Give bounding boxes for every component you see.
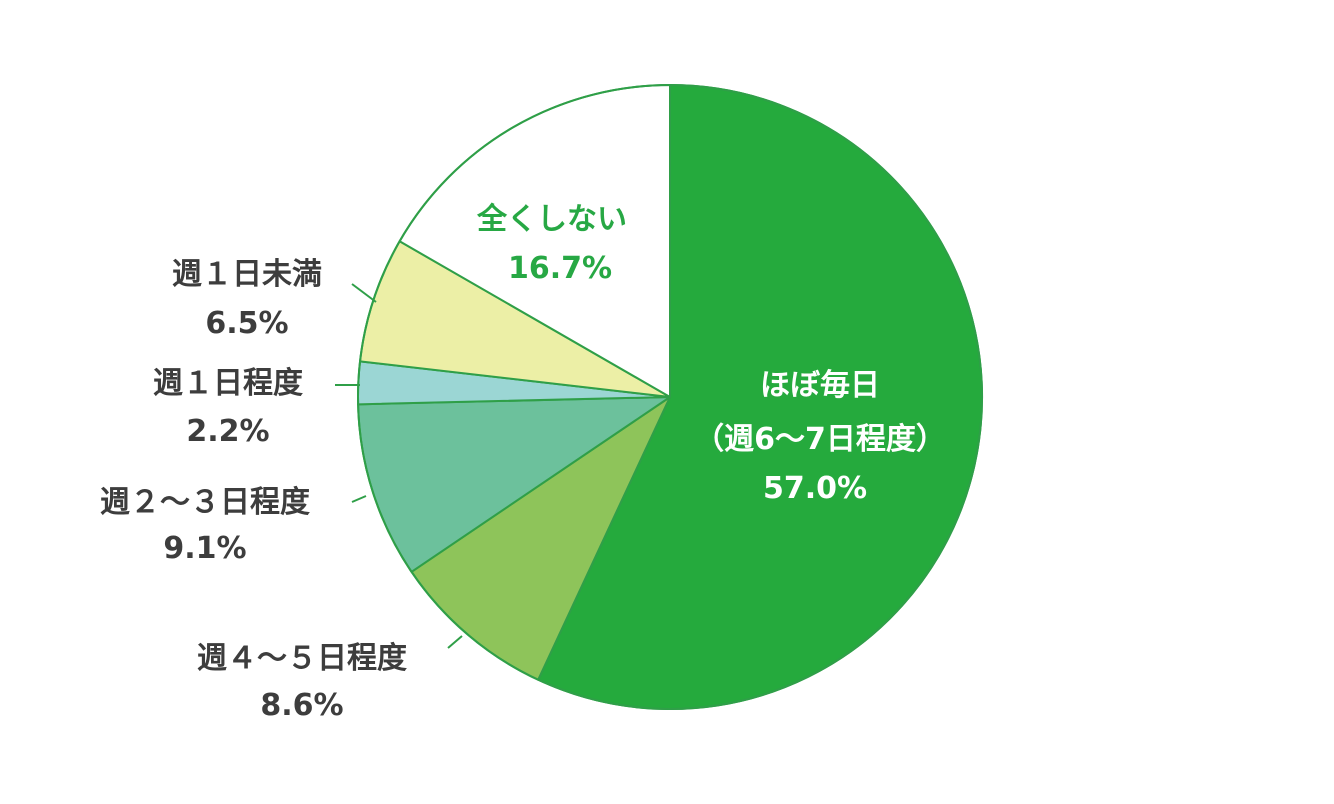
label-under-week-1: 週１日未満 6.5% [172, 257, 322, 341]
slice-label-name: 全くしない [476, 202, 627, 237]
slice-label-sublabel: （週6〜7日程度） [694, 422, 946, 457]
slice-label-name: 週１日未満 [172, 257, 322, 292]
slice-label-value: 16.7% [508, 251, 612, 286]
label-hobo-mainichi: ほぼ毎日 （週6〜7日程度） 57.0% [694, 368, 946, 506]
slice-label-value: 2.2% [186, 414, 269, 449]
label-week-1: 週１日程度 2.2% [153, 366, 303, 449]
slice-label-value: 8.6% [260, 688, 343, 723]
slice-label-value: 57.0% [763, 471, 867, 506]
slice-label-name: ほぼ毎日 [760, 368, 880, 403]
slice-label-value: 6.5% [205, 306, 288, 341]
label-never: 全くしない 16.7% [476, 202, 627, 286]
slice-label-name: 週４〜５日程度 [197, 641, 407, 676]
slice-label-name: 週２〜３日程度 [100, 485, 310, 520]
label-week-2-3: 週２〜３日程度 9.1% [100, 485, 310, 566]
pie-outline [357, 84, 983, 710]
leader-line-1 [351, 495, 367, 503]
label-week-4-5: 週４〜５日程度 8.6% [197, 641, 407, 723]
pie-slices [357, 84, 983, 710]
leader-line-3 [351, 283, 377, 303]
slice-label-value: 9.1% [163, 531, 246, 566]
slice-label-name: 週１日程度 [153, 366, 303, 401]
leader-lines [335, 283, 463, 649]
leader-line-0 [447, 635, 463, 649]
